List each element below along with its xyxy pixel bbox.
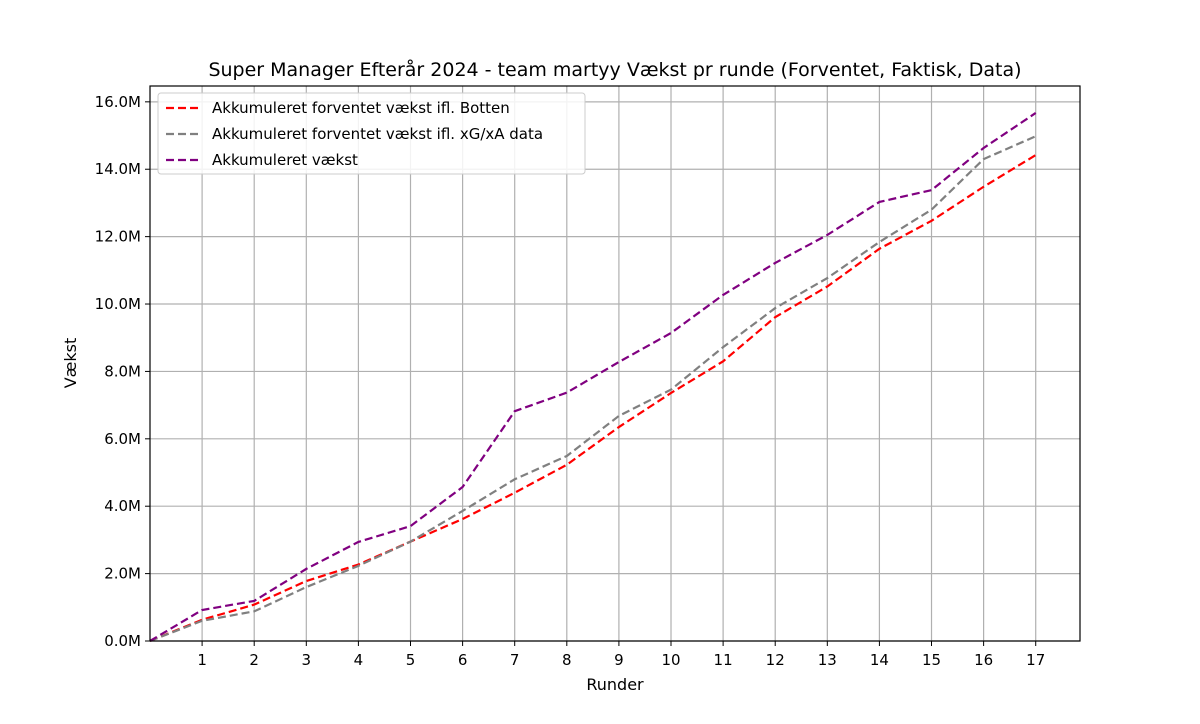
x-tick-label: 10 (661, 651, 680, 669)
x-tick-label: 3 (302, 651, 312, 669)
y-tick-label: 16.0M (95, 93, 141, 111)
x-tick-label: 16 (974, 651, 993, 669)
series-line-1 (150, 136, 1036, 641)
y-tick-label: 10.0M (95, 295, 141, 313)
x-tick-label: 11 (714, 651, 733, 669)
y-tick-label: 6.0M (104, 430, 141, 448)
legend-label: Akkumuleret vækst (212, 151, 358, 169)
y-tick-label: 8.0M (104, 362, 141, 380)
x-tick-label: 13 (818, 651, 837, 669)
series-lines (150, 113, 1036, 641)
y-tick-label: 0.0M (104, 632, 141, 650)
x-tick-label: 12 (766, 651, 785, 669)
legend: Akkumuleret forventet vækst ifl. Botten A… (158, 93, 585, 174)
series-line-2 (150, 113, 1036, 641)
x-tick-label: 2 (249, 651, 259, 669)
y-tick-label: 12.0M (95, 228, 141, 246)
y-tick-label: 14.0M (95, 160, 141, 178)
x-tick-label: 14 (870, 651, 889, 669)
y-tick-label: 2.0M (104, 565, 141, 583)
y-tick-label: 4.0M (104, 497, 141, 515)
x-tick-label: 15 (922, 651, 941, 669)
y-axis-label: Vækst (61, 338, 80, 389)
x-axis-label: Runder (586, 675, 644, 694)
x-tick-label: 5 (406, 651, 416, 669)
x-tick-label: 9 (614, 651, 624, 669)
x-tick-label: 17 (1026, 651, 1045, 669)
x-tick-label: 6 (458, 651, 468, 669)
x-tick-label: 8 (562, 651, 572, 669)
x-tick-label: 1 (197, 651, 207, 669)
legend-label: Akkumuleret forventet vækst ifl. Botten (212, 99, 510, 117)
x-tick-label: 4 (354, 651, 364, 669)
y-axis-ticks: 0.0M 2.0M 4.0M 6.0M 8.0M 10.0M 12.0M 14.0M 16.0M (95, 93, 150, 650)
x-tick-label: 7 (510, 651, 520, 669)
legend-label: Akkumuleret forventet vækst ifl. xG/xA d… (212, 125, 543, 143)
chart-title: Super Manager Efterår 2024 - team martyy… (208, 58, 1021, 81)
